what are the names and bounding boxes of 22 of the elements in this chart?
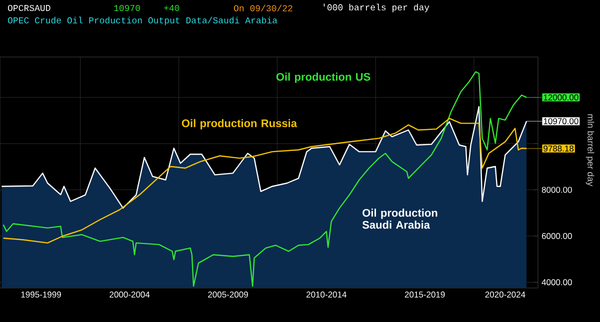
- series-label: Oil production Russia: [182, 119, 298, 130]
- x-tick-label: 2020-2024: [485, 292, 526, 298]
- chart-title: OPEC Crude Oil Production Output Data/Saudi Arabia: [8, 16, 278, 26]
- annotation: 9788.18: [544, 146, 574, 152]
- y-tick-label: 8000.00: [542, 186, 572, 193]
- x-tick-label: 1995-1999: [21, 292, 61, 298]
- x-tick-label: 2015-2019: [404, 292, 445, 298]
- y-axis-title: mln barrel per day: [586, 114, 594, 186]
- x-tick-label: 2010-2014: [306, 292, 346, 298]
- text: Oil production US: [276, 72, 370, 83]
- y-tick-label: 4000.00: [542, 279, 572, 286]
- x-tick-label: 2000-2004: [110, 292, 150, 298]
- annotation: 10970.00: [544, 118, 578, 124]
- text: OPCRSAUD: [8, 4, 50, 12]
- text: +40: [164, 4, 180, 12]
- text: On 09/30/22: [234, 4, 292, 12]
- annotation: 12000.00: [544, 94, 578, 100]
- x-tick-label: 2005-2009: [208, 292, 248, 298]
- text: 10970: [114, 4, 140, 12]
- chart-subtitle: '000 barrels per day: [324, 4, 430, 12]
- series-label: Oil production Saudi Arabia: [362, 208, 438, 229]
- y-tick-label: 6000.00: [542, 233, 572, 240]
